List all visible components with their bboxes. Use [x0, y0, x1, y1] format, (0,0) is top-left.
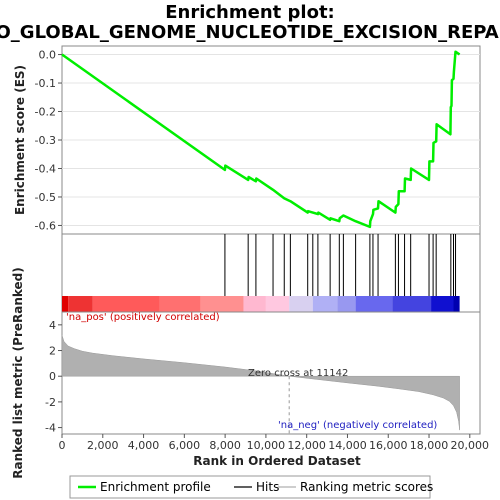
ranked-panel-y-ticks: 4 2 0 -2 -4 [45, 319, 62, 435]
x-tick-label: 2,000 [87, 439, 119, 452]
heatmap-segment [68, 296, 93, 312]
x-tick-label: 18,000 [410, 439, 449, 452]
chart-title-line1: Enrichment plot: [165, 2, 335, 23]
heatmap-segment [159, 296, 201, 312]
heatmap-segment [92, 296, 160, 312]
legend-ranking-label: Ranking metric scores [300, 480, 433, 494]
x-tick-label: 4,000 [128, 439, 160, 452]
heatmap-segment [265, 296, 290, 312]
heatmap-segment [312, 296, 338, 312]
hits-lines [224, 234, 457, 296]
es-panel-y-label: Enrichment score (ES) [13, 65, 27, 215]
heatmap-segment [355, 296, 393, 312]
enrichment-profile-line [61, 50, 461, 229]
zero-cross-label: Zero cross at 11142 [248, 368, 348, 379]
x-tick-label: 6,000 [169, 439, 201, 452]
negative-correlation-label: 'na_neg' (negatively correlated) [278, 420, 437, 431]
heatmap-segment [392, 296, 432, 312]
x-tick-label: 0 [59, 439, 66, 452]
es-y-tick-label: -0.4 [35, 162, 56, 175]
x-tick-label: 12,000 [287, 439, 326, 452]
heatmap-segment [289, 296, 313, 312]
x-tick-label: 16,000 [369, 439, 408, 452]
heatmap-segment [243, 296, 266, 312]
heatmap-segment [337, 296, 356, 312]
ranking-metric-area [61, 335, 460, 431]
ranked-panel-y-label: Ranked list metric (PreRanked) [11, 267, 25, 479]
x-tick-label: 8,000 [209, 439, 241, 452]
heatmap-segment [431, 296, 454, 312]
ranked-y-tick-label: -2 [45, 396, 56, 409]
legend-enrichment-label: Enrichment profile [100, 480, 211, 494]
es-y-tick-label: 0.0 [39, 49, 57, 62]
chart-title-line2: GO_GLOBAL_GENOME_NUCLEOTIDE_EXCISION_REP… [0, 22, 500, 43]
heatmap-segment [200, 296, 244, 312]
positive-correlation-label: 'na_pos' (positively correlated) [66, 312, 220, 323]
rank-heatmap-bar [62, 296, 460, 312]
ranked-y-tick-label: 0 [49, 370, 56, 383]
es-y-tick-label: -0.2 [35, 106, 56, 119]
heatmap-segment [453, 296, 460, 312]
es-panel-grid [62, 54, 480, 226]
ranked-panel-x-ticks: 0 2,000 4,000 6,000 8,000 10,000 12,000 14,000 1… [59, 434, 490, 452]
es-panel-y-ticks: 0.0 -0.1 -0.2 -0.3 -0.4 -0.5 -0.6 [35, 49, 62, 232]
es-y-tick-label: -0.1 [35, 77, 56, 90]
legend-hits-label: Hits [256, 480, 279, 494]
ranked-y-tick-label: 2 [49, 345, 56, 358]
x-tick-label: 14,000 [328, 439, 367, 452]
heatmap-segment [62, 296, 69, 312]
ranked-panel-x-label: Rank in Ordered Dataset [193, 454, 361, 468]
x-tick-label: 20,000 [451, 439, 490, 452]
x-tick-label: 10,000 [247, 439, 286, 452]
es-y-tick-label: -0.5 [35, 191, 56, 204]
ranked-y-tick-label: -4 [45, 422, 56, 435]
ranked-y-tick-label: 4 [49, 319, 56, 332]
es-y-tick-label: -0.6 [35, 219, 56, 232]
es-y-tick-label: -0.3 [35, 134, 56, 147]
